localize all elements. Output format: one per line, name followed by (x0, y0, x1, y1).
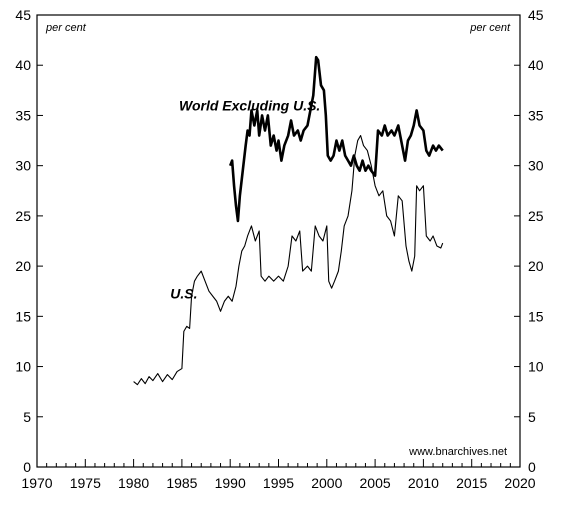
x-tick-label: 2000 (311, 475, 342, 491)
plot-frame (36, 14, 521, 468)
x-tick-label: 2020 (504, 475, 535, 491)
y-tick-label-right: 25 (528, 208, 544, 224)
y-tick-label-right: 40 (528, 57, 544, 73)
y-tick-label-left: 10 (15, 359, 31, 375)
right-unit-label: per cent (469, 22, 511, 34)
x-tick-label: 1995 (263, 475, 294, 491)
y-tick-label-right: 5 (528, 409, 536, 425)
y-tick-label-left: 35 (15, 107, 31, 123)
x-axis-ticks: 1970 1975 1980 1985 1990 1995 2000 2005 2010 2015… (21, 459, 536, 491)
y-tick-label-right: 30 (528, 158, 544, 174)
y-tick-label-left: 20 (15, 258, 31, 274)
series-lines (133, 55, 444, 386)
left-unit-label: per cent (45, 22, 87, 34)
x-tick-label: 1975 (70, 475, 101, 491)
series-annotation: U.S. (170, 285, 197, 301)
y-tick-label-left: 25 (15, 208, 31, 224)
y-tick-label-right: 15 (528, 308, 544, 324)
y-tick-label-right: 45 (528, 7, 544, 23)
x-tick-label: 1970 (21, 475, 52, 491)
y-tick-label-left: 30 (15, 158, 31, 174)
y-tick-label-right: 35 (528, 107, 544, 123)
y-tick-label-left: 45 (15, 7, 31, 23)
y-tick-label-left: 40 (15, 57, 31, 73)
x-tick-label: 1980 (118, 475, 149, 491)
x-tick-label: 2005 (360, 475, 391, 491)
series-annotation: World Excluding U.S. (179, 97, 320, 113)
y-tick-label-right: 0 (528, 459, 536, 475)
source-credit: www.bnarchives.net (408, 446, 507, 458)
x-tick-label: 1990 (215, 475, 246, 491)
series-line-world-excluding-us (228, 55, 444, 223)
y-tick-label-right: 20 (528, 258, 544, 274)
x-tick-label: 2010 (408, 475, 439, 491)
y-tick-label-left: 0 (23, 459, 31, 475)
x-tick-label: 2015 (456, 475, 487, 491)
y-axis-ticks: 0 0 5 5 10 10 15 15 20 20 25 25 30 30 35 35 40 40 45 45 (15, 7, 543, 475)
series-line-us (133, 134, 444, 386)
y-tick-label-left: 5 (23, 409, 31, 425)
y-tick-label-right: 10 (528, 359, 544, 375)
x-tick-label: 1985 (166, 475, 197, 491)
series-annotations: World Excluding U.S. U.S. (170, 97, 320, 301)
y-tick-label-left: 15 (15, 308, 31, 324)
